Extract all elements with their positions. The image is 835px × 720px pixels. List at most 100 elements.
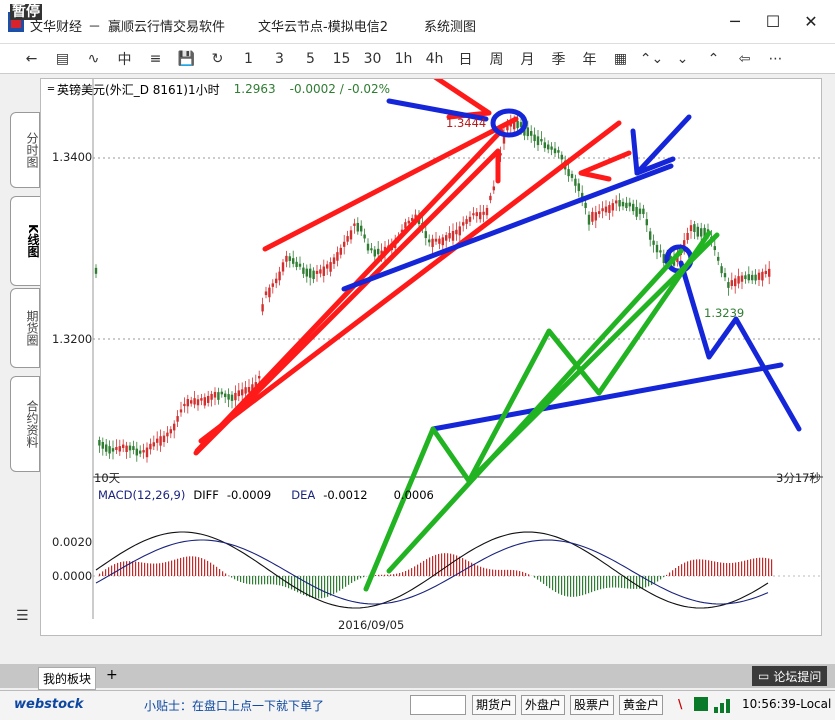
quick-input[interactable] [410,695,466,715]
macd-bar [192,556,194,576]
macd-bar [657,576,659,582]
add-tab-button[interactable]: + [106,667,118,683]
macd-bar [498,569,500,576]
chart-panel[interactable] [40,78,823,637]
macd-bar [525,572,527,576]
candle-body [543,142,546,149]
candle-body [625,202,628,208]
close-button[interactable]: ✕ [804,12,818,31]
candle-body [533,134,536,142]
period-15m[interactable]: 15 [332,50,351,67]
candle-body [713,246,716,251]
red-upper-line [262,116,519,252]
candle-body [700,228,703,237]
tab-contract-info[interactable]: 合约资料 [10,376,40,472]
indicator-icon[interactable]: ≡ [149,50,162,67]
candle-body [373,249,376,257]
candle-body [475,212,478,217]
stock-account-button[interactable]: 股票户 [570,695,615,715]
candle-body [462,222,465,226]
macd-bar [591,576,593,593]
macd-bar [486,568,488,576]
candle-body [295,261,298,268]
chevron-down-icon[interactable]: ⌄ [676,50,689,67]
candle-body [281,262,285,272]
candle-icon[interactable]: 中 [117,51,132,68]
candle-body [659,250,662,253]
expand-icon[interactable]: ⌃⌄ [639,50,664,67]
menu-icon[interactable]: ☰ [16,608,29,624]
tab-futures-circle[interactable]: 期货圈 [10,288,40,368]
period-4h[interactable]: 4h [425,50,444,67]
macd-bar [219,569,221,576]
period-30m[interactable]: 30 [363,50,382,67]
macd-bar [348,576,350,585]
macd-bar [126,561,128,576]
macd-bar [144,562,146,576]
macd-bar [603,576,605,589]
candle-body [315,270,319,274]
left-arrow-icon[interactable]: ⇦ [738,50,751,67]
blue-tick-up [634,114,692,176]
chevron-up-icon[interactable]: ⌃ [707,50,720,67]
price-tick-1: 1.3400 [52,150,93,164]
candle-body [587,214,591,225]
tab-my-sector[interactable]: 我的板块 [38,667,97,690]
candle-body [176,416,179,422]
candle-body [404,222,407,229]
candle-body [744,275,747,280]
macd-bar [528,574,530,576]
forum-button[interactable]: ▭ 论坛提问 [752,666,828,686]
candle-body [139,450,142,454]
macd-bar [672,570,674,576]
candle-body [441,237,444,246]
candle-body [652,240,655,245]
back-arrow-icon[interactable]: ← [25,50,38,67]
candle-body [196,399,200,406]
period-5m[interactable]: 5 [306,50,315,67]
period-1h[interactable]: 1h [394,50,413,67]
candle-body [557,150,560,153]
period-day[interactable]: 日 [458,51,473,68]
macd-bar [360,576,362,579]
candle-body [108,446,111,454]
candle-body [343,241,346,247]
period-year[interactable]: 年 [582,51,597,68]
macd-bar [423,560,425,576]
overseas-account-button[interactable]: 外盘户 [521,695,566,715]
period-week[interactable]: 周 [489,51,504,68]
candle-body [513,119,516,130]
period-3m[interactable]: 3 [275,50,284,67]
gold-account-button[interactable]: 黄金户 [619,695,664,715]
macd-bar [510,569,512,576]
period-quarter[interactable]: 季 [551,51,566,68]
more-icon[interactable]: ⋯ [768,50,783,67]
candle-body [353,223,356,226]
candle-body [132,446,135,451]
period-month[interactable]: 月 [520,51,535,68]
kline-chart[interactable] [41,79,823,637]
list-icon[interactable]: ▤ [55,50,70,67]
macd-bar [729,563,731,576]
macd-bar [342,576,344,589]
candle-body [615,200,618,204]
green-diagonal-2 [466,232,720,484]
line-chart-icon[interactable]: ∿ [87,50,100,67]
macd-bar [129,561,131,576]
candle-body [166,432,169,437]
system-label: 系统测图 [424,20,477,35]
macd-bar [771,559,773,576]
refresh-icon[interactable]: ↻ [211,50,224,67]
grid-icon[interactable]: ▦ [613,50,628,67]
period-1m[interactable]: 1 [244,50,253,67]
tab-timeshare[interactable]: 分时图 [10,112,40,188]
candle-body [577,183,580,192]
tab-kline[interactable]: K线图 [10,196,40,286]
minimize-button[interactable]: ─ [730,12,740,31]
macd-bar [549,576,551,589]
macd-bar [201,558,203,576]
maximize-button[interactable]: ☐ [765,12,781,31]
macd-bar [138,561,140,576]
save-icon[interactable]: 💾 [177,50,196,67]
futures-account-button[interactable]: 期货户 [472,695,517,715]
